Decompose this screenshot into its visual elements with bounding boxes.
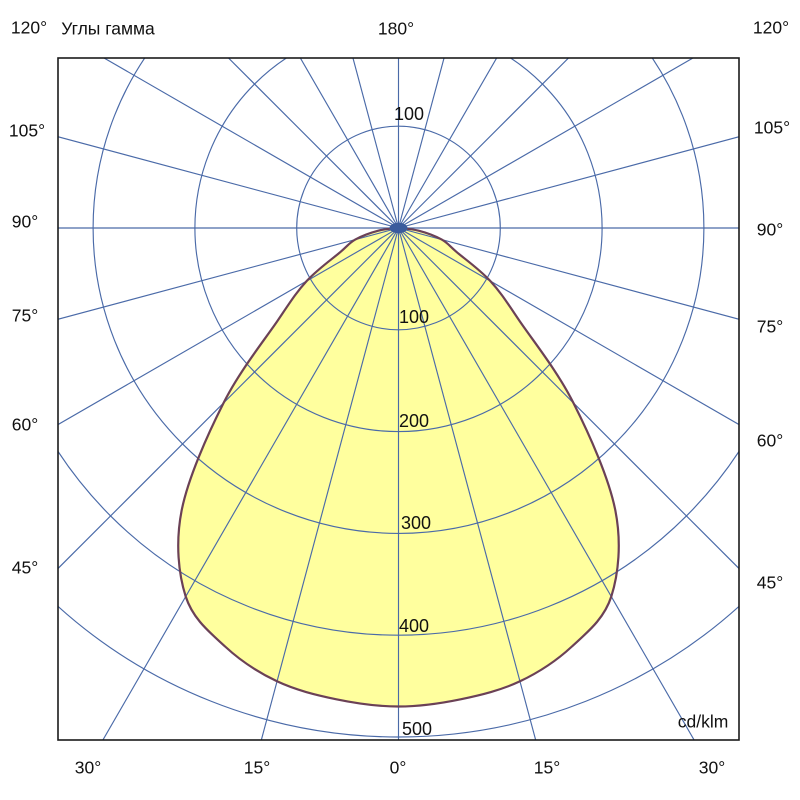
gamma-angle-label-left: 45° [11,557,39,578]
gamma-angle-label-bottom: 0° [389,757,407,778]
gamma-angle-label-left: 105° [8,120,46,141]
angle-grid-ray [398,58,498,229]
gamma-angle-label-right: 75° [756,316,784,337]
angle-grid-ray [398,227,739,320]
angle-grid-ray [397,227,537,740]
gamma-angle-label-top: 120° [752,17,790,38]
gamma-angle-label-right: 90° [756,219,784,240]
unit-label: cd/klm [677,711,729,732]
gamma-angle-label-bottom: 30° [74,757,102,778]
gamma-angle-label-bottom: 15° [243,757,271,778]
radial-tick-label: 500 [401,719,433,739]
gamma-angle-label-left: 75° [11,305,39,326]
gamma-angle-label-top: 180° [377,18,415,39]
gamma-angle-label-right: 105° [753,117,791,138]
radial-tick-label: 100 [393,104,425,124]
angle-grid-ray [102,227,399,740]
angle-grid-ray [58,227,399,426]
radial-tick-label: 100 [398,307,430,327]
angle-grid-ray [102,58,399,229]
angle-grid-ray [352,58,400,229]
plot-frame [57,57,740,741]
angle-grid-ray [398,136,739,229]
angle-grid-ray [398,227,739,570]
gamma-angle-label-right: 60° [756,430,784,451]
gamma-angle-label-bottom: 30° [698,757,726,778]
angle-grid-ray [398,227,739,426]
angle-grid-ray [398,58,570,229]
angle-grid-ray [260,227,400,740]
radial-tick-label: 200 [398,411,430,431]
gamma-angle-label-left: 90° [11,211,39,232]
angle-grid-ray [398,58,695,229]
gamma-angle-label-right: 45° [756,572,784,593]
polar-origin-dot [389,222,408,234]
angle-grid-ray [58,227,399,320]
gamma-angle-label-bottom: 15° [533,757,561,778]
angle-grid-ray [397,58,445,229]
angle-grid-ray [227,58,399,229]
angle-grid-ray [398,227,695,740]
angle-grid-ray [58,136,399,229]
intensity-lobe-outline [177,226,620,708]
gamma-angle-label-left: 60° [11,414,39,435]
diagram-title: Углы гамма [61,18,155,39]
angle-grid-ray [299,58,399,229]
angle-grid-ray [58,227,399,570]
gamma-angle-label-top: 120° [10,17,48,38]
radial-tick-label: 400 [398,616,430,636]
radial-tick-label: 300 [400,513,432,533]
